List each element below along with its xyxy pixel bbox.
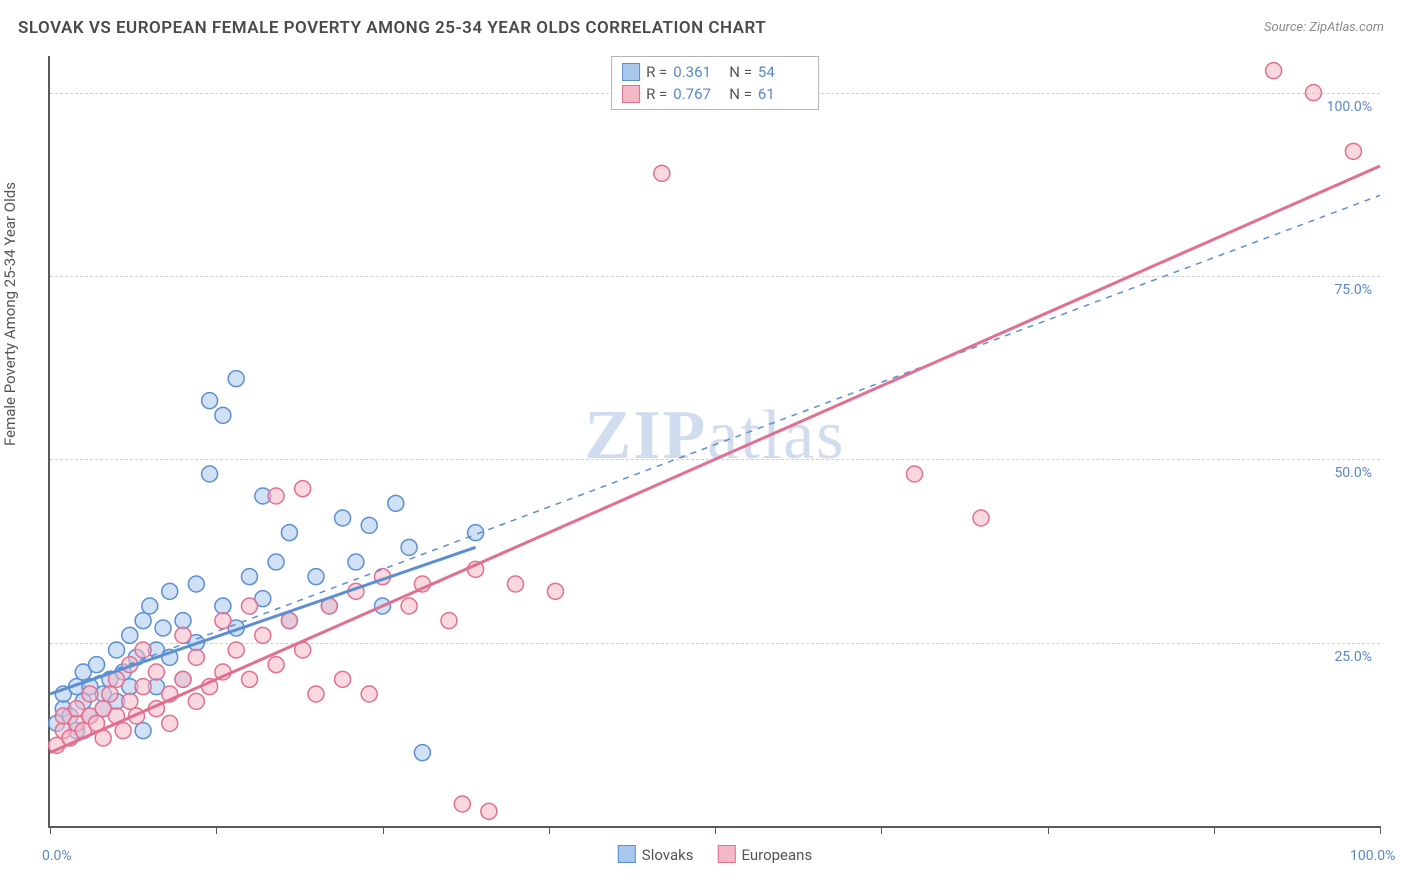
scatter-svg: [50, 56, 1380, 826]
data-point: [135, 723, 151, 739]
correlation-legend: R = 0.361 N = 54 R = 0.767 N = 61: [611, 56, 819, 110]
data-point: [361, 517, 377, 533]
data-point: [388, 495, 404, 511]
series-legend: Slovaks Europeans: [618, 845, 812, 864]
data-point: [102, 686, 118, 702]
x-tick: [50, 826, 51, 834]
y-axis-title: Female Poverty Among 25-34 Year Olds: [1, 182, 19, 446]
data-point: [188, 576, 204, 592]
data-point: [215, 613, 231, 629]
data-point: [335, 671, 351, 687]
x-tick: [715, 826, 716, 834]
data-point: [135, 642, 151, 658]
data-point: [162, 583, 178, 599]
x-tick: [383, 826, 384, 834]
data-point: [109, 642, 125, 658]
data-point: [335, 510, 351, 526]
data-point: [1306, 85, 1322, 101]
data-point: [281, 525, 297, 541]
data-point: [441, 613, 457, 629]
data-point: [242, 671, 258, 687]
x-tick-label: 100.0%: [1350, 848, 1395, 864]
data-point: [122, 693, 138, 709]
data-point: [268, 488, 284, 504]
data-point: [162, 715, 178, 731]
data-point: [281, 613, 297, 629]
data-point: [175, 627, 191, 643]
x-tick: [881, 826, 882, 834]
data-point: [228, 371, 244, 387]
data-point: [202, 466, 218, 482]
x-tick-label: 0.0%: [42, 848, 72, 864]
swatch-europeans-icon: [717, 845, 735, 863]
data-point: [1266, 63, 1282, 79]
data-point: [122, 627, 138, 643]
data-point: [401, 539, 417, 555]
data-point: [348, 554, 364, 570]
data-point: [1345, 143, 1361, 159]
source-attribution: Source: ZipAtlas.com: [1264, 20, 1384, 35]
data-point: [188, 693, 204, 709]
data-point: [454, 796, 470, 812]
data-point: [89, 657, 105, 673]
data-point: [242, 569, 258, 585]
data-point: [907, 466, 923, 482]
trend-line: [50, 166, 1380, 753]
correlation-row-slovaks: R = 0.361 N = 54: [622, 61, 808, 83]
plot-area: ZIPatlas 25.0%50.0%75.0%100.0% 0.0%100.0…: [48, 56, 1380, 828]
data-point: [175, 671, 191, 687]
data-point: [308, 686, 324, 702]
legend-item-slovaks: Slovaks: [618, 845, 694, 864]
data-point: [115, 723, 131, 739]
chart-title: SLOVAK VS EUROPEAN FEMALE POVERTY AMONG …: [18, 18, 766, 38]
data-point: [414, 745, 430, 761]
data-point: [295, 481, 311, 497]
data-point: [188, 649, 204, 665]
data-point: [654, 165, 670, 181]
data-point: [361, 686, 377, 702]
data-point: [135, 613, 151, 629]
x-tick: [1048, 826, 1049, 834]
x-tick: [1214, 826, 1215, 834]
data-point: [268, 554, 284, 570]
data-point: [242, 598, 258, 614]
trend-line-dashed: [50, 195, 1380, 694]
x-tick: [1380, 826, 1381, 834]
data-point: [268, 657, 284, 673]
data-point: [401, 598, 417, 614]
data-point: [973, 510, 989, 526]
data-point: [228, 642, 244, 658]
data-point: [547, 583, 563, 599]
correlation-row-europeans: R = 0.767 N = 61: [622, 83, 808, 105]
trend-line: [50, 547, 476, 694]
data-point: [135, 679, 151, 695]
data-point: [481, 803, 497, 819]
swatch-europeans: [622, 85, 640, 103]
swatch-slovaks: [622, 63, 640, 81]
data-point: [308, 569, 324, 585]
data-point: [255, 627, 271, 643]
data-point: [202, 393, 218, 409]
data-point: [175, 613, 191, 629]
x-tick: [549, 826, 550, 834]
swatch-slovaks-icon: [618, 845, 636, 863]
data-point: [508, 576, 524, 592]
x-tick: [216, 826, 217, 834]
legend-item-europeans: Europeans: [717, 845, 812, 864]
data-point: [215, 407, 231, 423]
data-point: [142, 598, 158, 614]
data-point: [215, 598, 231, 614]
data-point: [148, 664, 164, 680]
data-point: [82, 686, 98, 702]
data-point: [155, 620, 171, 636]
